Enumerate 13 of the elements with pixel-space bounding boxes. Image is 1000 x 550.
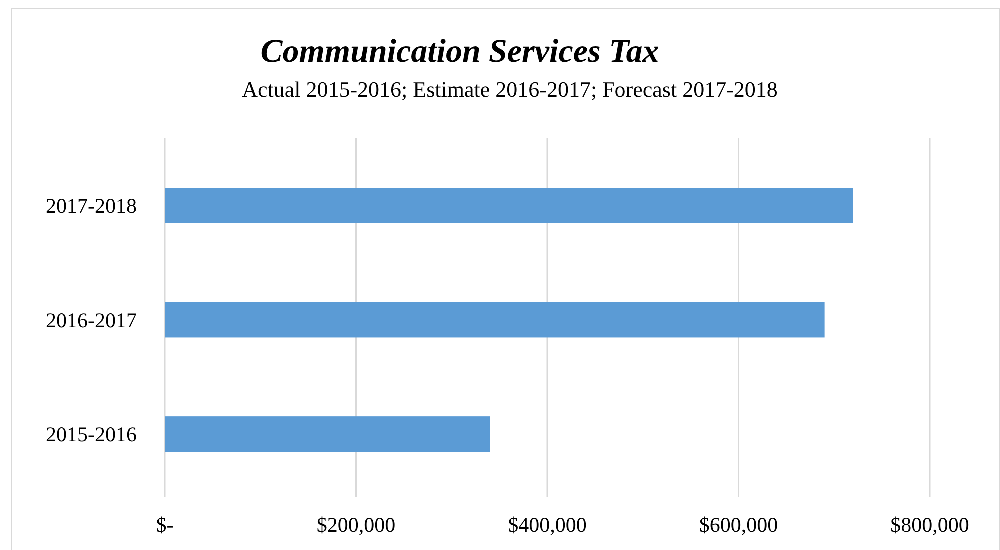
x-tick-label: $800,000 — [890, 513, 970, 537]
y-tick-label: 2015-2016 — [46, 422, 137, 447]
x-tick-label: $600,000 — [699, 513, 778, 537]
x-tick-label: $200,000 — [316, 513, 396, 537]
y-tick-label: 2017-2018 — [46, 194, 137, 218]
chart-subtitle: Actual 2015-2016; Estimate 2016-2017; Forecast 2017-2018 — [242, 77, 778, 102]
x-tick-label: $400,000 — [508, 513, 587, 537]
chart-title: Communication Services Tax — [260, 34, 660, 70]
bar — [165, 416, 490, 452]
bar — [165, 188, 854, 224]
x-tick-label: $- — [156, 513, 174, 537]
bar — [165, 302, 825, 338]
y-tick-label: 2016-2017 — [46, 308, 137, 332]
